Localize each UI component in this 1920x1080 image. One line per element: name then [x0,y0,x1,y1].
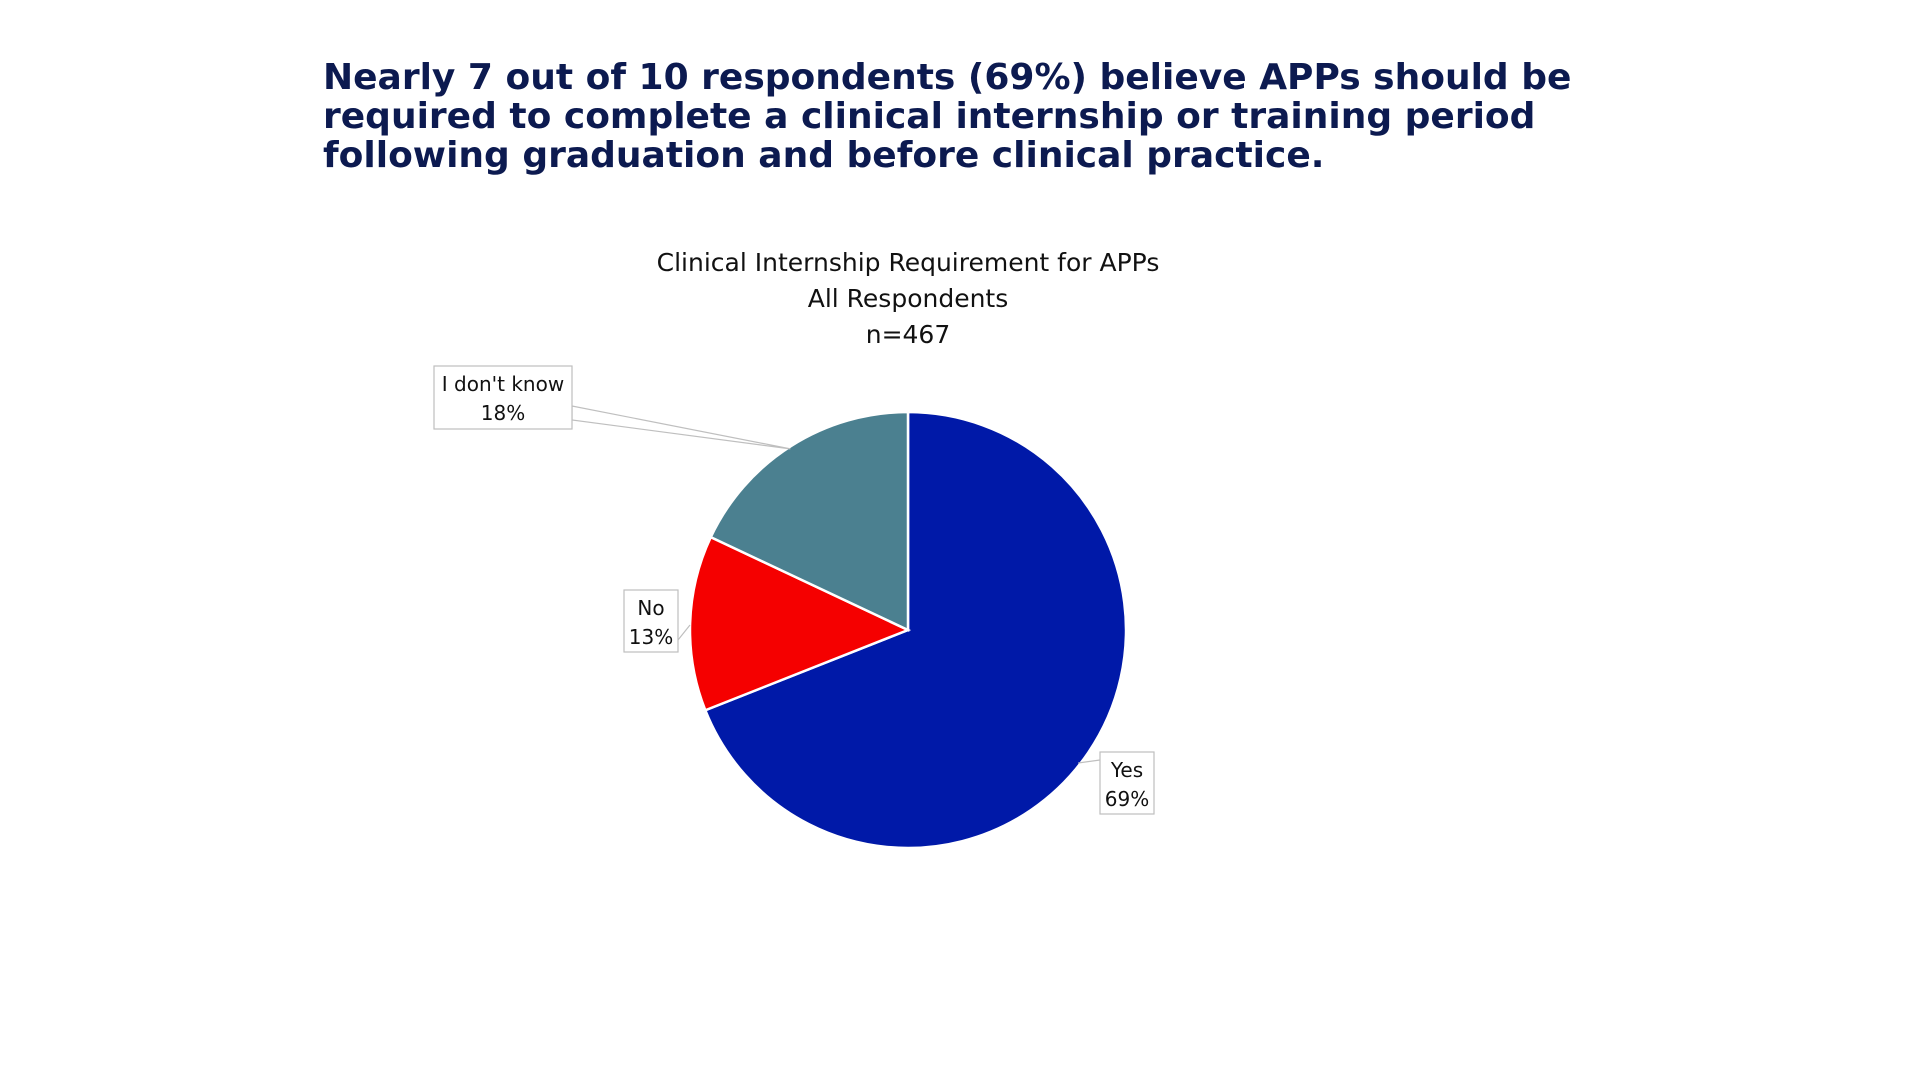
data-label-yes: Yes 69% [1099,751,1155,815]
data-label-value: 18% [481,401,525,425]
slide-headline: Nearly 7 out of 10 respondents (69%) bel… [323,58,1573,175]
data-labels: Yes 69% No 13% I don't know 18% [433,365,1155,815]
data-label-category: I don't know [442,372,564,396]
headline-line-1: Nearly 7 out of 10 respondents (69%) bel… [323,57,1572,98]
data-label-value: 69% [1105,787,1149,811]
pie-slices [688,410,1128,850]
pie-slice-yes [703,410,1128,850]
leader-line-i-don-t-know [571,405,791,450]
data-label-box [433,365,573,430]
data-label-value: 13% [629,625,673,649]
data-label-i-don-t-know: I don't know 18% [433,365,573,430]
leader-line-no [677,624,691,641]
chart-title-block: Clinical Internship Requirement for APPs… [608,245,1208,353]
leader-line-yes [1078,759,1101,764]
data-label-category: Yes [1110,758,1143,782]
headline-line-3: following graduation and before clinical… [323,135,1325,176]
chart-sample-size: n=467 [865,320,951,349]
chart-title: Clinical Internship Requirement for APPs [656,248,1160,277]
headline-line-2: required to complete a clinical internsh… [323,96,1536,137]
data-label-category: No [637,596,664,620]
pie-slice-i-don-t-know [709,410,910,632]
data-label-box [1099,751,1155,815]
data-label-no: No 13% [623,589,679,653]
data-label-box [623,589,679,653]
chart-subtitle: All Respondents [807,284,1009,313]
pie-slice-no [688,535,912,712]
